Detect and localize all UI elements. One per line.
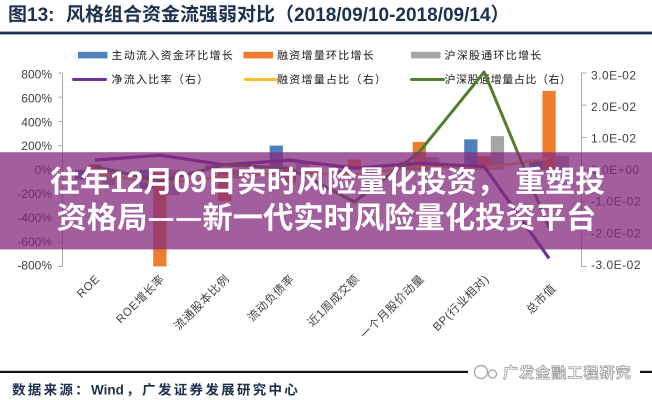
svg-text:09: 09 xyxy=(173,166,206,199)
svg-text:13:: 13: xyxy=(27,5,54,26)
svg-text:-800%: -800% xyxy=(17,259,52,273)
svg-text:): ) xyxy=(480,273,492,285)
svg-text:3.0E-02: 3.0E-02 xyxy=(591,68,637,82)
svg-text:800%: 800% xyxy=(21,68,52,82)
svg-text:600%: 600% xyxy=(21,91,52,105)
svg-text:Wind: Wind xyxy=(91,383,124,398)
svg-text:2.0E-02: 2.0E-02 xyxy=(591,100,637,114)
svg-text:2018/09/10-2018/09/14: 2018/09/10-2018/09/14 xyxy=(294,5,491,26)
svg-text:-3.0E-02: -3.0E-02 xyxy=(591,258,641,272)
svg-text:1.0E-02: 1.0E-02 xyxy=(591,132,637,146)
svg-text:12: 12 xyxy=(110,166,143,199)
svg-text:200%: 200% xyxy=(21,139,52,153)
svg-text:400%: 400% xyxy=(21,115,52,129)
